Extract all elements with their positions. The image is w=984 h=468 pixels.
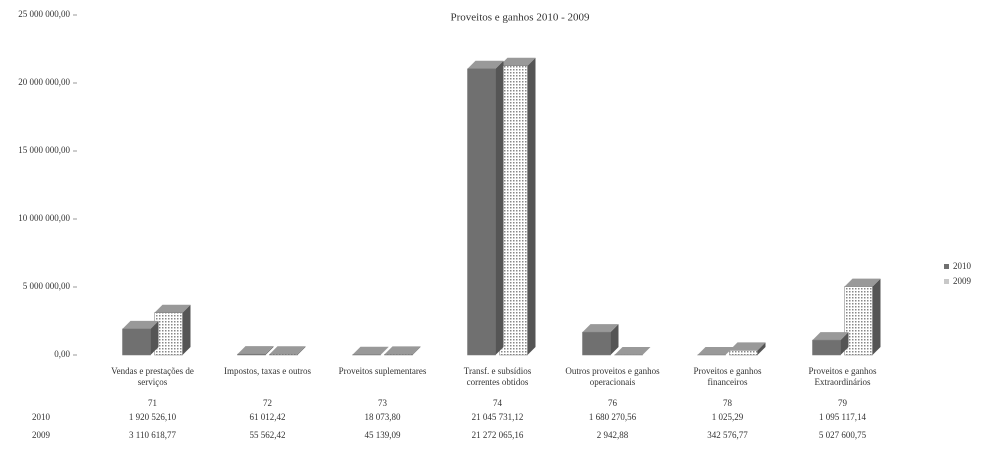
bar-side — [872, 278, 881, 355]
y-tick-label: 5 000 000,00 — [23, 281, 71, 291]
table-value: 5 027 600,75 — [819, 430, 867, 440]
bar-side — [840, 332, 849, 355]
category-code: 73 — [378, 398, 388, 408]
bar-side — [495, 60, 504, 356]
bar — [122, 328, 151, 356]
bar — [844, 286, 873, 356]
table-row-label: 2009 — [32, 430, 51, 440]
bar-top — [384, 346, 421, 355]
bar-top — [697, 346, 734, 355]
bar-top — [467, 60, 504, 69]
bar-side — [182, 304, 191, 355]
legend-swatch — [944, 264, 949, 269]
category-code: 74 — [493, 398, 503, 408]
category-label: Outros proveitos e ganhos operacionais — [565, 366, 660, 387]
bar — [582, 331, 611, 356]
category-label: Proveitos e ganhos Extraordinários — [808, 366, 877, 387]
category-label: Impostos, taxas e outros — [224, 366, 311, 376]
bar-side — [380, 346, 389, 355]
bar-top — [582, 324, 619, 333]
table-value: 3 110 618,77 — [129, 430, 176, 440]
bar-side — [610, 324, 619, 355]
table-value: 45 139,09 — [365, 430, 402, 440]
y-tick-label: 20 000 000,00 — [18, 77, 70, 87]
category-code: 78 — [723, 398, 733, 408]
table-value: 1 920 526,10 — [129, 412, 177, 422]
table-value: 21 045 731,12 — [472, 412, 524, 422]
bar — [384, 354, 413, 356]
y-tick-label: 15 000 000,00 — [18, 145, 70, 155]
table-value: 1 095 117,14 — [819, 412, 866, 422]
bar-top — [237, 346, 274, 355]
y-tick-label: 0,00 — [54, 349, 70, 359]
bar — [237, 353, 266, 356]
bar-top — [122, 320, 159, 329]
category-label: Transf. e subsídios correntes obtidos — [463, 366, 532, 387]
category-label: Proveitos suplementares — [338, 366, 427, 376]
bar-side — [265, 346, 274, 355]
category-code: 79 — [838, 398, 848, 408]
table-value: 1 025,29 — [712, 412, 744, 422]
bar-top — [499, 57, 536, 66]
bar-top — [812, 332, 849, 341]
table-value: 18 073,80 — [365, 412, 402, 422]
bar — [269, 353, 298, 356]
category-label: Proveitos e ganhos financeiros — [693, 366, 762, 387]
table-value: 2 942,88 — [597, 430, 629, 440]
bar — [812, 339, 841, 356]
table-row-label: 2010 — [32, 412, 51, 422]
table-value: 21 272 065,16 — [472, 430, 524, 440]
bar-top — [352, 346, 389, 355]
bar-top — [269, 346, 306, 355]
bar-side — [757, 342, 766, 355]
bar-top — [844, 278, 881, 287]
category-label: Vendas e prestações de serviços — [111, 366, 194, 387]
category-code: 76 — [608, 398, 618, 408]
bar — [154, 312, 183, 356]
category-code: 71 — [148, 398, 157, 408]
table-value: 342 576,77 — [707, 430, 748, 440]
bar-top — [614, 346, 651, 355]
chart-title: Proveitos e ganhos 2010 - 2009 — [450, 12, 590, 24]
table-value: 61 012,42 — [250, 412, 286, 422]
bar — [729, 350, 758, 356]
bar-side — [297, 346, 306, 355]
table-value: 1 680 270,56 — [589, 412, 637, 422]
bar — [499, 65, 528, 356]
bar — [467, 68, 496, 356]
table-value: 55 562,42 — [250, 430, 286, 440]
bar-side — [412, 346, 421, 355]
bar-side — [527, 57, 536, 355]
bar-top — [729, 342, 766, 351]
bar-side — [642, 346, 651, 355]
category-code: 72 — [263, 398, 272, 408]
legend-swatch — [944, 279, 949, 284]
bar-side — [725, 346, 734, 355]
bar-side — [150, 320, 159, 355]
legend-label: 2009 — [953, 276, 972, 286]
legend-label: 2010 — [953, 261, 972, 271]
bar-top — [154, 304, 191, 313]
y-tick-label: 10 000 000,00 — [18, 213, 70, 223]
y-tick-label: 25 000 000,00 — [18, 9, 70, 19]
